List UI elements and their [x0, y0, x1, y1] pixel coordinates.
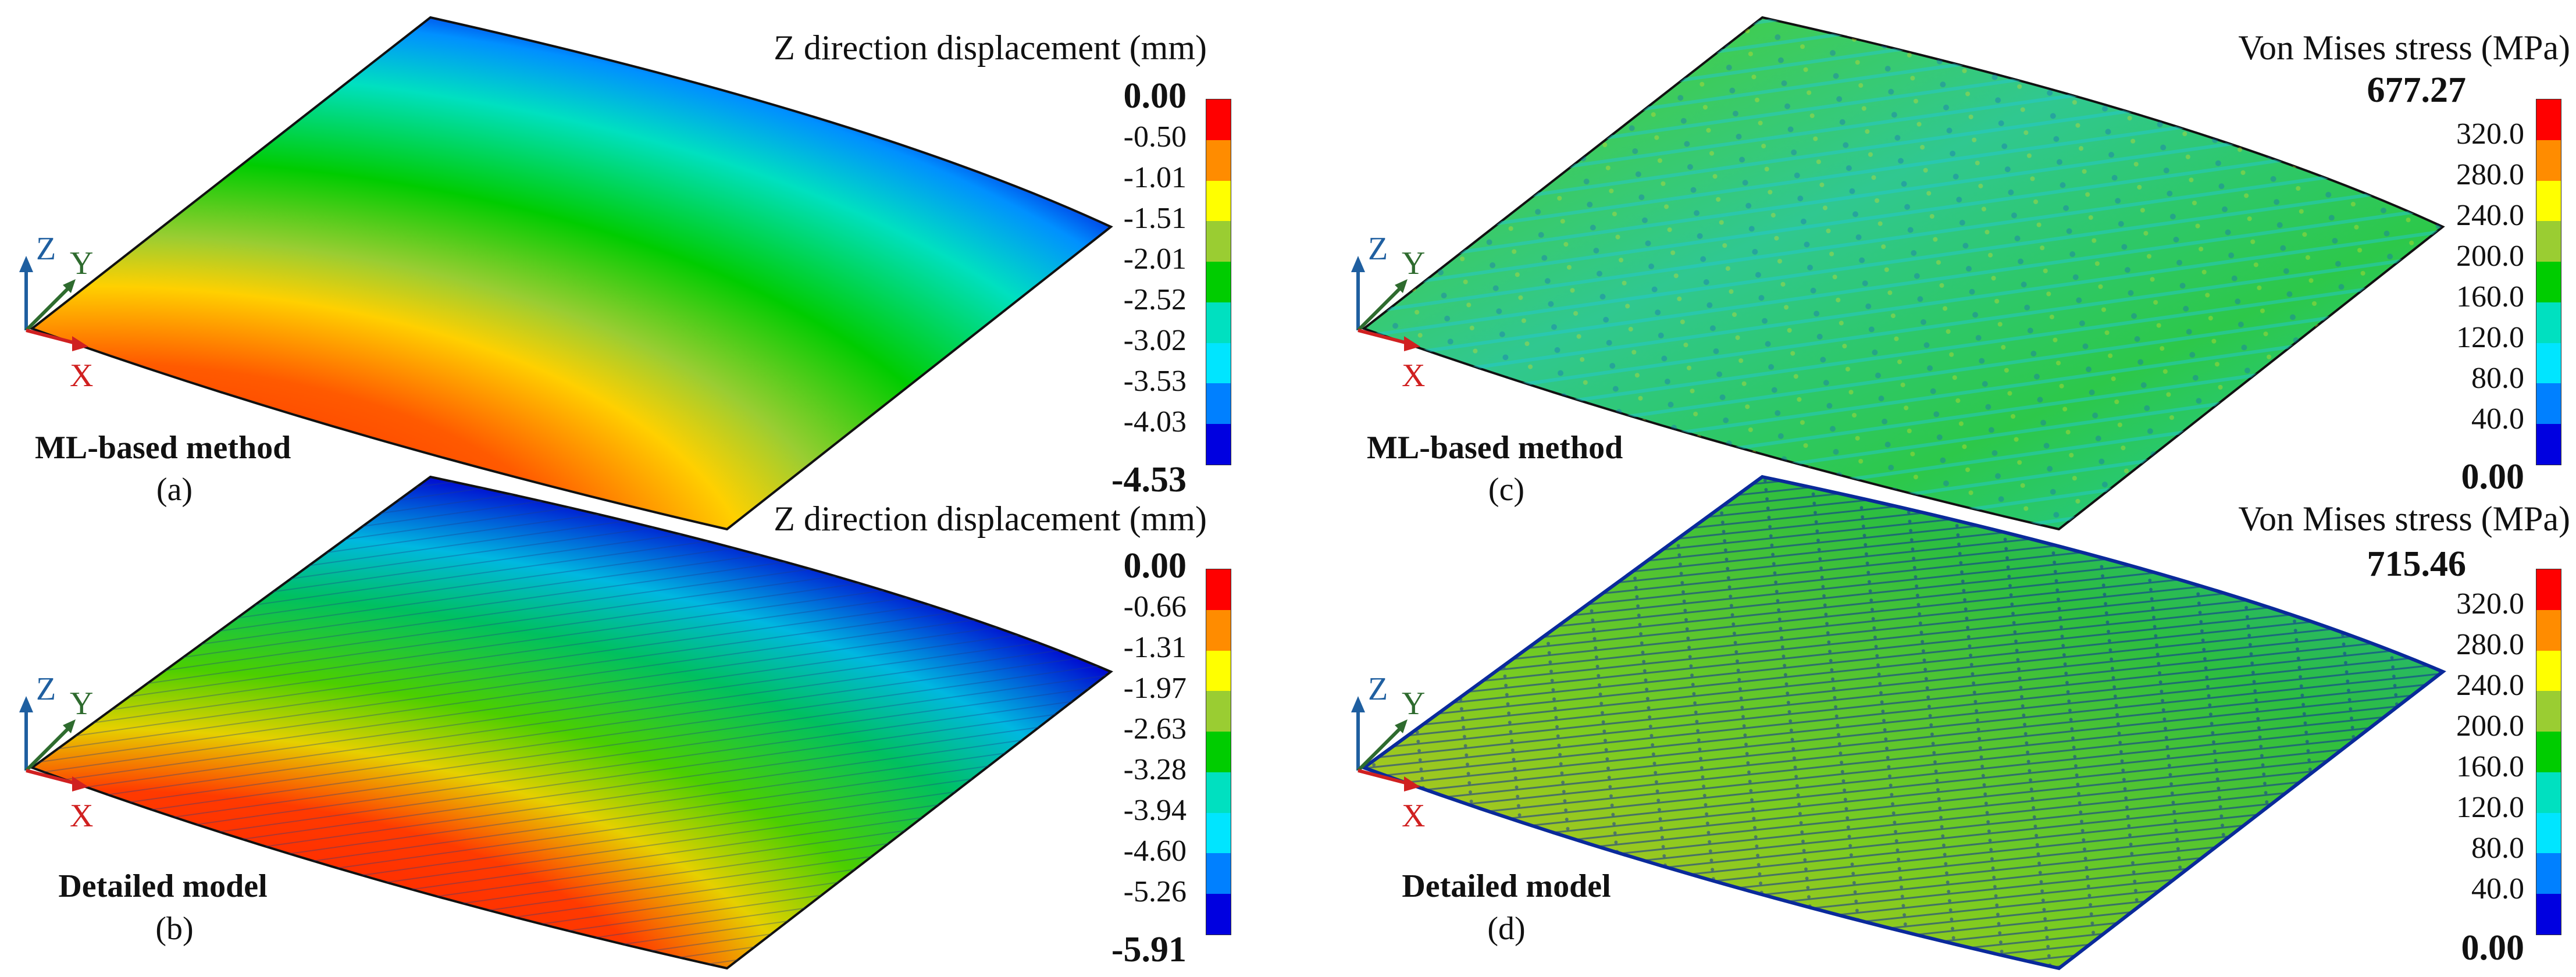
colorbar-tick: 80.0 [2471, 832, 2524, 865]
colorbar-tick: -3.53 [1123, 365, 1187, 398]
panel-b: Z Y X Detailed model (b) Z direction dis… [0, 475, 1280, 976]
colorbar-tick: 280.0 [2456, 158, 2524, 191]
colorbar-min: 0.00 [2461, 457, 2525, 497]
colorbar-tick: -3.94 [1123, 794, 1187, 827]
axis-z-label: Z [1368, 231, 1388, 267]
colorbar-tick: -2.63 [1123, 712, 1187, 746]
colorbar-tick: -0.50 [1123, 120, 1187, 154]
axis-y-label: Y [1402, 245, 1426, 281]
colorbar-tick: 200.0 [2456, 240, 2524, 273]
colorbar-tick: 320.0 [2456, 117, 2524, 151]
colorbar-tick: 120.0 [2456, 791, 2524, 824]
coordinate-axes-c [1351, 256, 1420, 351]
axis-z-label: Z [36, 671, 56, 707]
method-label: ML-based method [1367, 430, 1623, 466]
colorbar-tick: 240.0 [2456, 669, 2524, 702]
colorbar-tick: 40.0 [2471, 872, 2524, 905]
colorbar-title: Von Mises stress (MPa) [2238, 500, 2570, 538]
colorbar-tick: 200.0 [2456, 709, 2524, 743]
colorbar-tick: -5.26 [1123, 875, 1187, 908]
colorbar-title: Z direction displacement (mm) [774, 500, 1207, 538]
displacement-surface-detailed [29, 475, 1113, 970]
colorbar-tick: -1.01 [1123, 161, 1187, 194]
axis-x-label: X [1402, 798, 1426, 834]
colorbar-tick: -0.66 [1123, 590, 1187, 623]
axis-x-label: X [70, 798, 94, 834]
colorbar-tick: 280.0 [2456, 628, 2524, 661]
coordinate-axes-d [1351, 696, 1420, 791]
colorbar-max: 677.27 [2367, 70, 2467, 110]
colorbar-tick: -4.60 [1123, 835, 1187, 868]
colorbar-tick: -1.97 [1123, 672, 1187, 705]
colorbar [2536, 569, 2561, 935]
colorbar-tick: -3.28 [1123, 753, 1187, 786]
colorbar [2536, 99, 2561, 465]
method-label: Detailed model [1402, 868, 1611, 904]
axis-z-label: Z [36, 231, 56, 267]
colorbar-tick: -3.02 [1123, 324, 1187, 357]
colorbar [1206, 569, 1231, 935]
colorbar-title: Von Mises stress (MPa) [2238, 28, 2570, 67]
colorbar-tick: 320.0 [2456, 587, 2524, 621]
colorbar-tick: -1.31 [1123, 631, 1187, 664]
panel-d: Z Y X Detailed model (d) Von Mises stres… [1332, 475, 2576, 976]
colorbar-tick: 40.0 [2471, 402, 2524, 436]
colorbar-tick: -1.51 [1123, 202, 1187, 235]
colorbar-tick: 240.0 [2456, 199, 2524, 232]
axis-y-label: Y [70, 245, 94, 281]
coordinate-axes-a [19, 256, 88, 351]
colorbar [1206, 99, 1231, 465]
panel-label: (a) [156, 472, 193, 508]
colorbar-tick: -2.52 [1123, 283, 1187, 316]
axis-x-label: X [70, 358, 94, 394]
method-label: Detailed model [58, 868, 268, 904]
axis-z-label: Z [1368, 671, 1388, 707]
colorbar-min: -5.91 [1111, 930, 1187, 969]
panel-label: (d) [1487, 911, 1526, 947]
colorbar-max: 0.00 [1123, 546, 1187, 586]
colorbar-tick: 120.0 [2456, 321, 2524, 354]
coordinate-axes-b [19, 696, 88, 791]
axis-x-label: X [1402, 358, 1426, 394]
colorbar-max: 0.00 [1123, 76, 1187, 116]
colorbar-title: Z direction displacement (mm) [774, 28, 1207, 67]
axis-y-label: Y [1402, 686, 1426, 722]
panel-a: Z Y X ML-based method (a) Z direction di… [0, 0, 1280, 531]
colorbar-tick: 160.0 [2456, 750, 2524, 783]
method-label: ML-based method [35, 430, 291, 466]
colorbar-min: 0.00 [2461, 928, 2525, 968]
displacement-surface-ml [29, 16, 1113, 531]
colorbar-tick: 80.0 [2471, 362, 2524, 395]
stress-surface-detailed [1360, 475, 2446, 971]
colorbar-tick: -4.03 [1123, 405, 1187, 438]
stress-surface-ml [1361, 16, 2445, 531]
panel-label: (b) [155, 911, 194, 947]
colorbar-min: -4.53 [1111, 460, 1187, 500]
axis-y-label: Y [70, 686, 94, 722]
colorbar-tick: 160.0 [2456, 280, 2524, 313]
panel-label: (c) [1488, 472, 1525, 508]
colorbar-max: 715.46 [2367, 544, 2467, 584]
colorbar-tick: -2.01 [1123, 243, 1187, 276]
panel-c: Z Y X ML-based method (c) Von Mises stre… [1332, 0, 2576, 531]
